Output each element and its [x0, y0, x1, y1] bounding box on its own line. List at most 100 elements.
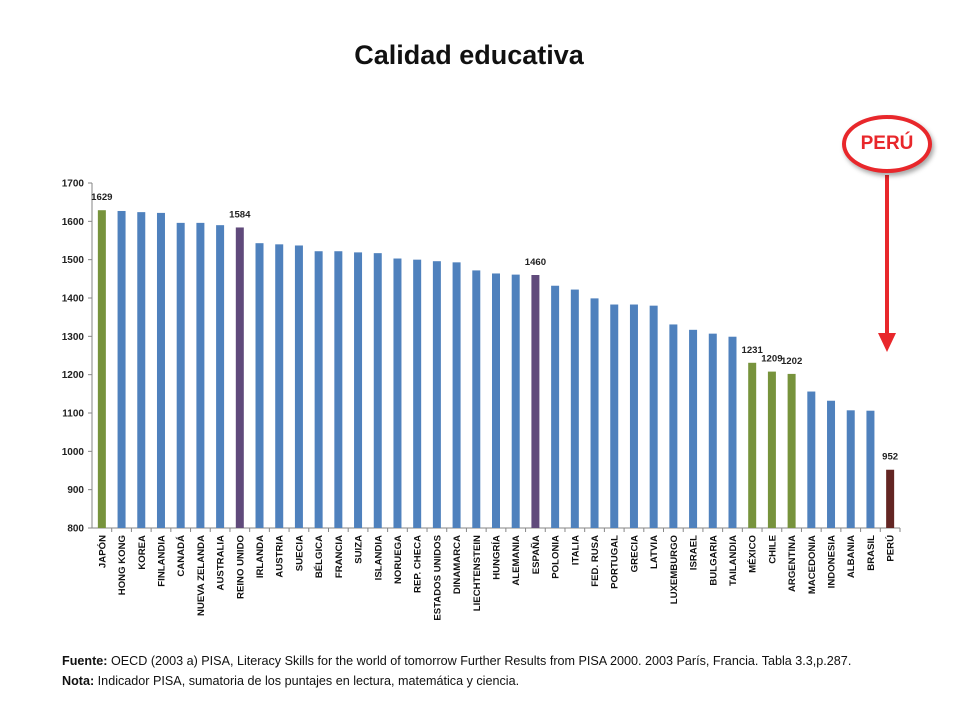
bar: [629, 304, 638, 528]
data-label: 1231: [742, 345, 764, 356]
bar: [373, 253, 382, 528]
x-tick-label: LIECHTENSTEIN: [472, 535, 483, 611]
bar: [413, 259, 422, 528]
x-tick-label: DINAMARCA: [452, 535, 463, 594]
x-tick-label: ITALIA: [570, 535, 581, 565]
bar: [846, 410, 855, 528]
bar: [492, 273, 500, 528]
x-tick-label: AUSTRALIA: [216, 535, 227, 590]
x-tick-label: NORUEGA: [393, 535, 404, 584]
x-tick-label: ISLANDIA: [373, 535, 384, 580]
bar: [570, 289, 579, 528]
source-label: Fuente:: [62, 654, 108, 668]
x-tick-label: LATVIA: [649, 535, 660, 569]
x-tick-label: AUSTRIA: [275, 535, 286, 578]
note-footnote: Nota: Indicador PISA, sumatoria de los p…: [62, 674, 952, 688]
source-footnote: Fuente: OECD (2003 a) PISA, Literacy Ski…: [62, 654, 952, 668]
x-tick-label: HONG KONG: [117, 535, 128, 595]
x-tick-label: ALBANIA: [846, 535, 857, 578]
bar: [689, 329, 698, 528]
x-tick-label: HUNGRÍA: [491, 535, 503, 580]
note-label: Nota:: [62, 674, 95, 688]
bar: [137, 212, 146, 528]
peru-callout-label: PERÚ: [860, 133, 914, 154]
data-label: 1629: [91, 192, 112, 203]
bar: [767, 371, 776, 528]
x-tick-label: KOREA: [137, 535, 148, 570]
bar: [827, 400, 836, 528]
x-tick-label: TAILANDIA: [728, 535, 739, 586]
data-label: 1584: [229, 209, 251, 220]
bar: [472, 270, 481, 528]
data-label: 1209: [761, 354, 782, 365]
bar: [432, 261, 441, 528]
x-tick-label: ARGENTINA: [787, 535, 798, 592]
bar: [314, 251, 323, 528]
bar: [452, 262, 461, 528]
x-tick-label: FRANCIA: [334, 535, 345, 578]
bar: [176, 222, 185, 528]
x-tick-label: PERÚ: [885, 535, 897, 562]
bar: [97, 210, 106, 528]
bar: [511, 274, 520, 528]
x-tick-label: PORTUGAL: [610, 535, 621, 589]
bar: [728, 336, 737, 528]
bar: [531, 275, 540, 528]
bar: [393, 258, 402, 528]
y-tick-label: 1200: [62, 370, 85, 381]
bar: [235, 227, 244, 528]
bar: [117, 210, 126, 528]
x-tick-label: BRASIL: [866, 535, 877, 571]
x-tick-label: SUIZA: [354, 535, 365, 564]
x-tick-label: BULGARIA: [708, 535, 719, 586]
x-tick-label: ALEMANIA: [511, 535, 522, 586]
x-tick-label: FED. RUSA: [590, 535, 601, 587]
bar: [886, 469, 895, 528]
bar: [354, 252, 363, 528]
bar: [216, 225, 225, 528]
x-tick-label: INDONESIA: [827, 535, 838, 588]
bar: [196, 222, 205, 528]
bar: [275, 244, 284, 529]
x-tick-label: LUXEMBURGO: [669, 534, 680, 604]
x-tick-label: NUEVA ZELANDA: [196, 535, 207, 616]
x-tick-label: SUECIA: [294, 535, 305, 571]
note-text: Indicador PISA, sumatoria de los puntaje…: [94, 674, 520, 688]
x-tick-label: REP. CHECA: [413, 535, 424, 593]
y-tick-label: 1400: [62, 294, 85, 305]
bar: [649, 305, 658, 528]
x-tick-label: FINLANDIA: [156, 535, 167, 587]
callout-arrow-head: [878, 333, 896, 352]
bar: [551, 285, 560, 528]
x-tick-label: IRLANDA: [255, 535, 266, 578]
bar: [866, 410, 875, 528]
x-tick-label: JAPÓN: [96, 535, 108, 568]
x-tick-label: GRECIA: [629, 535, 640, 572]
bar: [807, 391, 816, 528]
y-tick-label: 1300: [62, 332, 85, 343]
bar: [590, 298, 599, 528]
y-tick-label: 800: [67, 524, 84, 535]
bar: [708, 333, 717, 528]
data-label: 1202: [781, 356, 802, 367]
y-tick-label: 1100: [62, 409, 84, 420]
x-tick-label: ESPAÑA: [531, 535, 542, 574]
x-tick-label: CHILE: [767, 534, 778, 563]
bar: [669, 324, 678, 528]
x-tick-label: BÉLGICA: [313, 535, 325, 578]
x-tick-label: MÉXICO: [747, 534, 759, 572]
data-label: 1460: [525, 257, 546, 268]
x-tick-label: MACEDONIA: [807, 535, 818, 594]
x-tick-label: CANADÁ: [175, 535, 187, 577]
x-tick-label: POLONIA: [551, 535, 562, 579]
y-tick-label: 1600: [62, 217, 85, 228]
bar: [156, 212, 165, 528]
peru-callout-badge: PERÚ: [842, 115, 932, 173]
chart-title: Calidad educativa: [354, 40, 584, 70]
bar: [610, 304, 619, 528]
bar: [787, 373, 796, 528]
data-label: 952: [882, 452, 898, 463]
x-tick-label: REINO UNIDO: [235, 534, 246, 598]
source-text: OECD (2003 a) PISA, Literacy Skills for …: [107, 654, 852, 668]
